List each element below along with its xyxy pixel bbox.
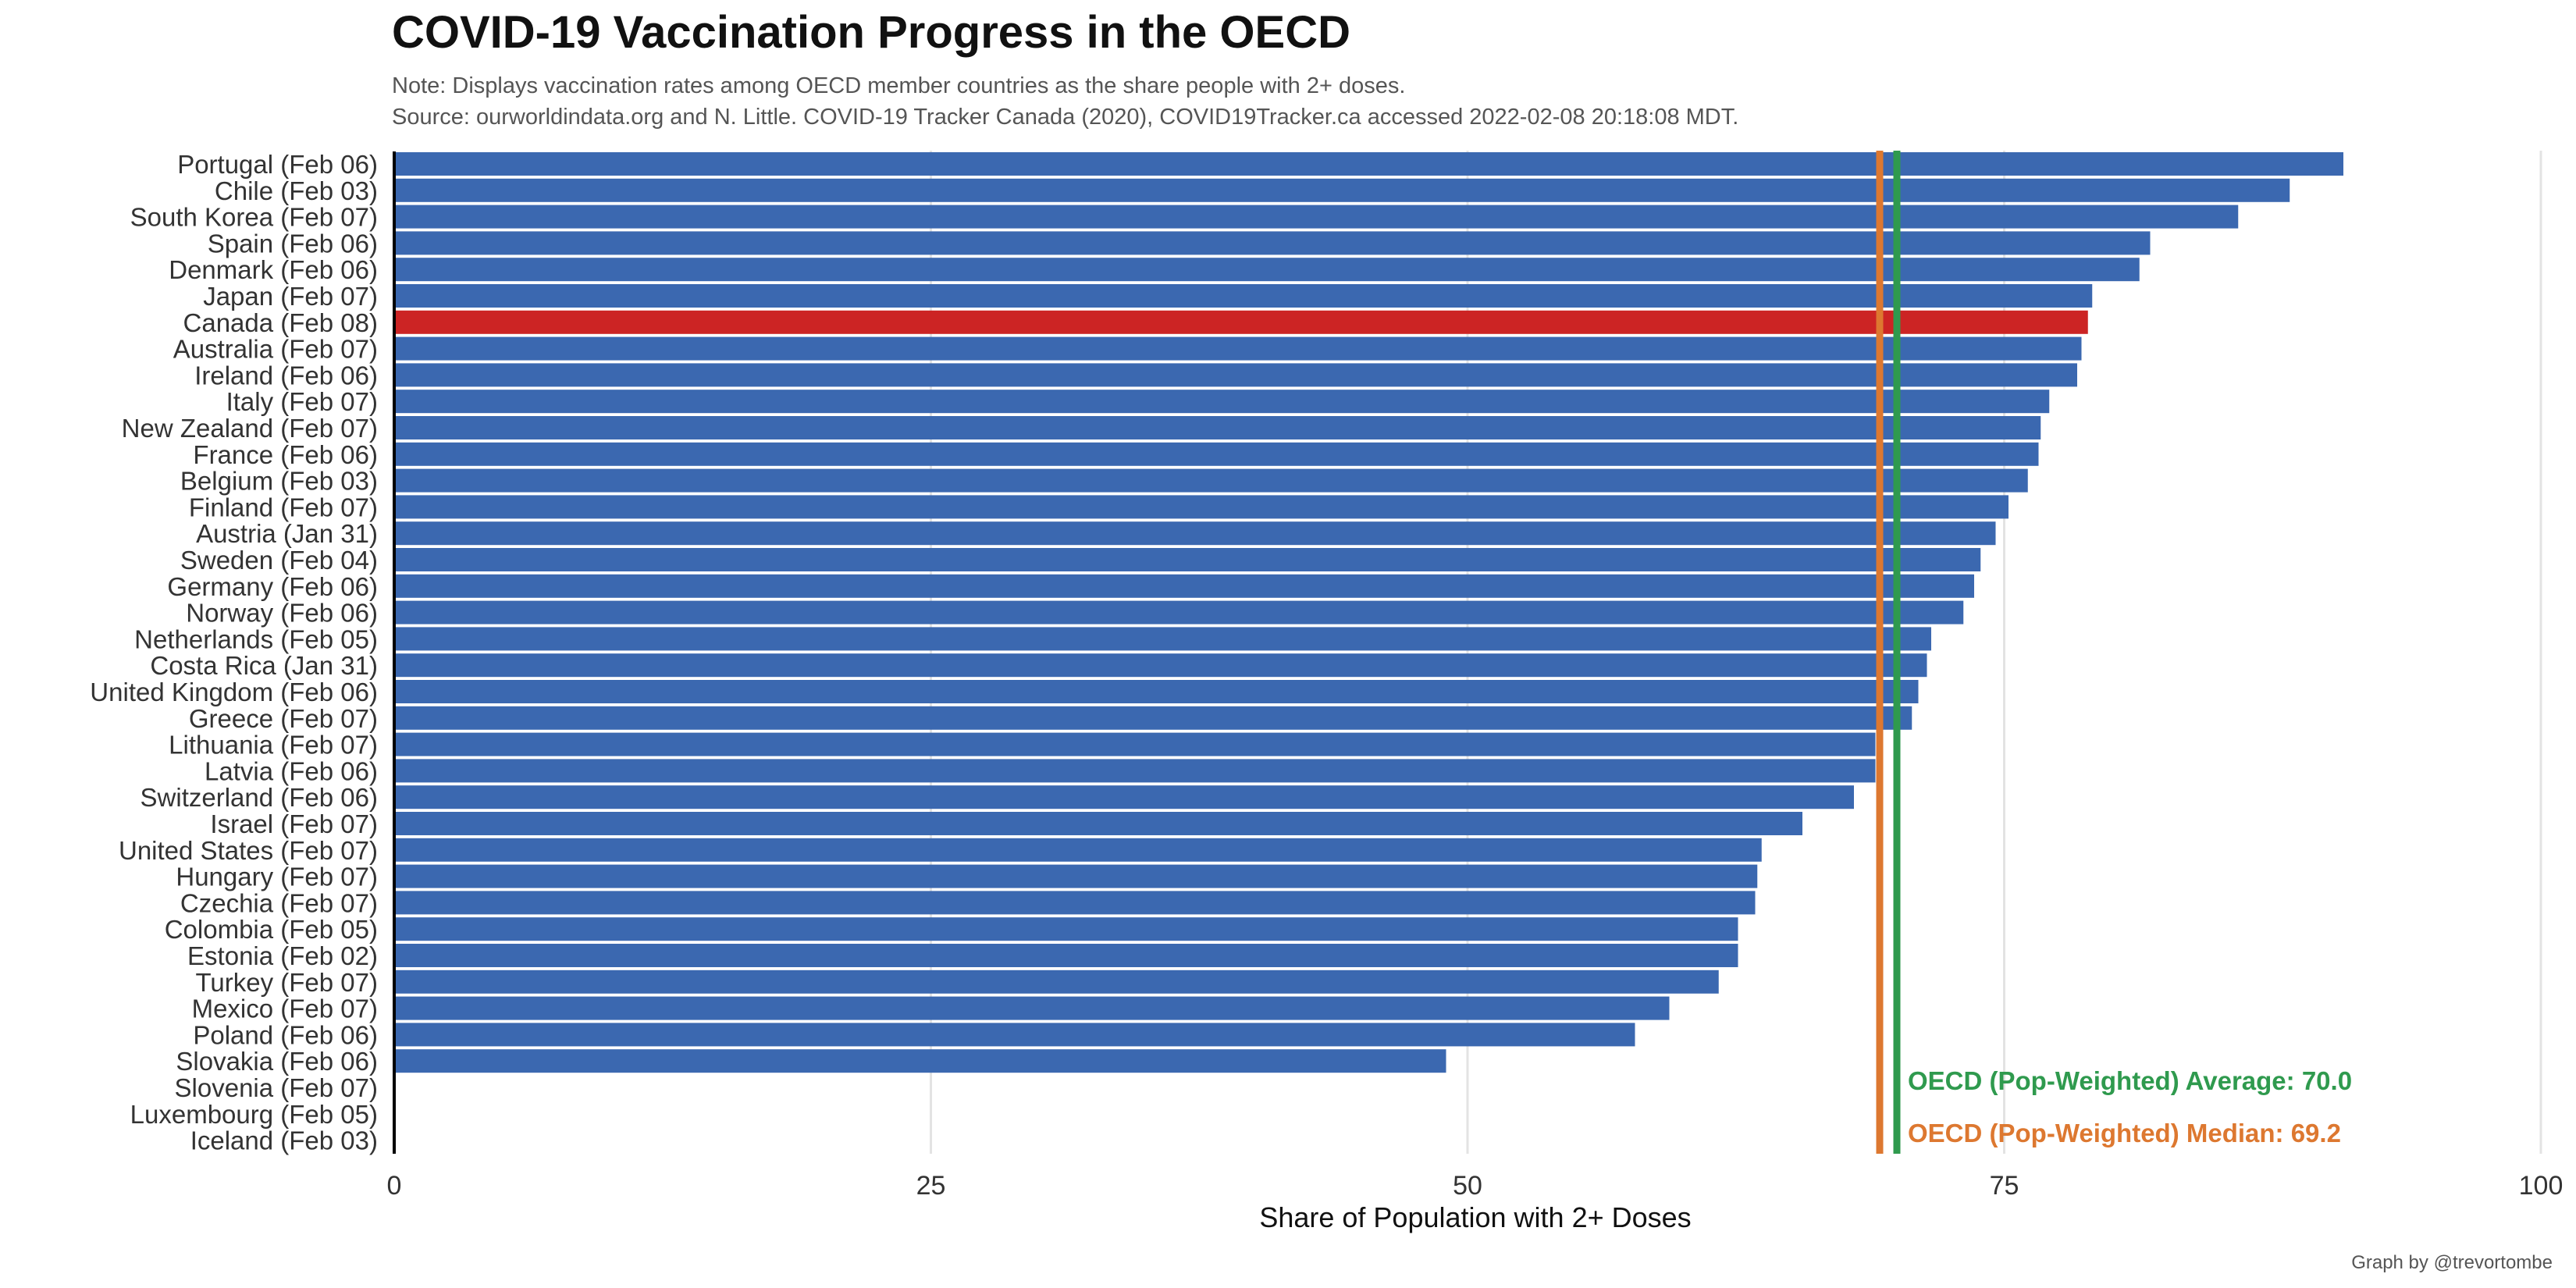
category-label: Netherlands (Feb 05): [134, 624, 378, 653]
category-label: Austria (Jan 31): [196, 519, 378, 548]
category-label: South Korea (Feb 07): [130, 203, 378, 232]
bar: [394, 363, 2077, 387]
bar: [394, 495, 2008, 519]
highlighted-bar: [394, 310, 2088, 334]
bar: [394, 574, 1974, 598]
bar: [394, 627, 1931, 651]
bar: [394, 759, 1876, 783]
bar: [394, 706, 1912, 730]
category-label: France (Feb 06): [193, 440, 378, 469]
x-axis-label: Share of Population with 2+ Doses: [1259, 1201, 1691, 1233]
category-label: Denmark (Feb 06): [169, 255, 378, 284]
category-label: Colombia (Feb 05): [165, 915, 378, 944]
bar: [394, 416, 2041, 439]
bar: [394, 521, 1996, 546]
bar: [394, 284, 2093, 308]
category-label: Ireland (Feb 06): [194, 361, 378, 390]
bar: [394, 231, 2151, 255]
category-label: Greece (Feb 07): [189, 704, 378, 733]
bar: [394, 258, 2140, 282]
bar: [394, 996, 1670, 1020]
category-label: Costa Rica (Jan 31): [150, 651, 378, 680]
bar: [394, 336, 2082, 361]
bar: [394, 178, 2290, 202]
bar: [394, 548, 1981, 571]
category-label: Estonia (Feb 02): [187, 941, 378, 970]
category-label: Finland (Feb 07): [189, 493, 378, 521]
x-tick-label: 50: [1453, 1171, 1482, 1201]
category-label: United States (Feb 07): [119, 836, 378, 865]
category-label: Norway (Feb 06): [186, 599, 378, 628]
category-label: Chile (Feb 03): [215, 176, 378, 205]
category-label: Luxembourg (Feb 05): [130, 1100, 378, 1129]
category-label: Slovenia (Feb 07): [175, 1073, 378, 1102]
bar: [394, 970, 1719, 994]
bar: [394, 442, 2039, 466]
category-label: Mexico (Feb 07): [192, 994, 378, 1023]
reference-line-label: OECD (Pop-Weighted) Median: 69.2: [1908, 1119, 2341, 1147]
bar: [394, 917, 1738, 941]
category-label: Germany (Feb 06): [167, 572, 378, 601]
category-label: Canada (Feb 08): [183, 308, 378, 337]
category-label: United Kingdom (Feb 06): [90, 678, 378, 706]
x-tick-label: 25: [916, 1171, 946, 1201]
category-label: Sweden (Feb 04): [180, 546, 378, 575]
category-label: Japan (Feb 07): [203, 282, 378, 311]
category-label: Lithuania (Feb 07): [169, 731, 378, 760]
category-label: Israel (Feb 07): [210, 809, 378, 838]
chart-source: Source: ourworldindata.org and N. Little…: [392, 105, 1739, 130]
category-label: Spain (Feb 06): [208, 229, 378, 258]
bar: [394, 653, 1927, 678]
x-tick-label: 100: [2519, 1171, 2564, 1201]
bar: [394, 944, 1738, 967]
bar: [394, 468, 2028, 493]
category-label: New Zealand (Feb 07): [122, 414, 378, 443]
category-label: Australia (Feb 07): [173, 335, 378, 364]
bar: [394, 812, 1802, 835]
bar: [394, 1023, 1635, 1047]
chart-note: Note: Displays vaccination rates among O…: [392, 73, 1406, 98]
category-label: Latvia (Feb 06): [205, 756, 378, 785]
bar: [394, 838, 1762, 862]
category-label: Portugal (Feb 06): [177, 150, 378, 179]
x-axis-ticks: 0 25 50 75 100: [387, 1171, 2564, 1201]
graph-credit: Graph by @trevortombe: [2351, 1252, 2553, 1273]
bar: [394, 390, 2050, 414]
reference-lines: OECD (Pop-Weighted) Average: 70.0 OECD (P…: [1876, 151, 2352, 1154]
category-label: Switzerland (Feb 06): [141, 783, 378, 812]
category-label: Hungary (Feb 07): [176, 863, 378, 891]
bar: [394, 864, 1758, 888]
bar: [394, 680, 1919, 703]
x-tick-label: 75: [1990, 1171, 2019, 1201]
x-tick-label: 0: [387, 1171, 402, 1201]
bar: [394, 891, 1756, 915]
category-label: Czechia (Feb 07): [180, 888, 378, 917]
bar: [394, 152, 2343, 176]
category-label: Italy (Feb 07): [226, 387, 378, 416]
chart-title: COVID-19 Vaccination Progress in the OEC…: [392, 7, 1350, 58]
bar: [394, 205, 2239, 229]
category-labels: Portugal (Feb 06)Chile (Feb 03)South Kor…: [90, 150, 378, 1155]
bar: [394, 732, 1876, 756]
reference-line-label: OECD (Pop-Weighted) Average: 70.0: [1908, 1066, 2352, 1095]
category-label: Turkey (Feb 07): [195, 968, 378, 997]
bars: [394, 152, 2343, 1073]
bar: [394, 785, 1854, 809]
bar: [394, 600, 1964, 624]
category-label: Slovakia (Feb 06): [176, 1047, 378, 1076]
bar: [394, 1049, 1446, 1073]
category-label: Iceland (Feb 03): [190, 1126, 378, 1155]
category-label: Poland (Feb 06): [193, 1020, 378, 1049]
category-label: Belgium (Feb 03): [180, 467, 378, 496]
